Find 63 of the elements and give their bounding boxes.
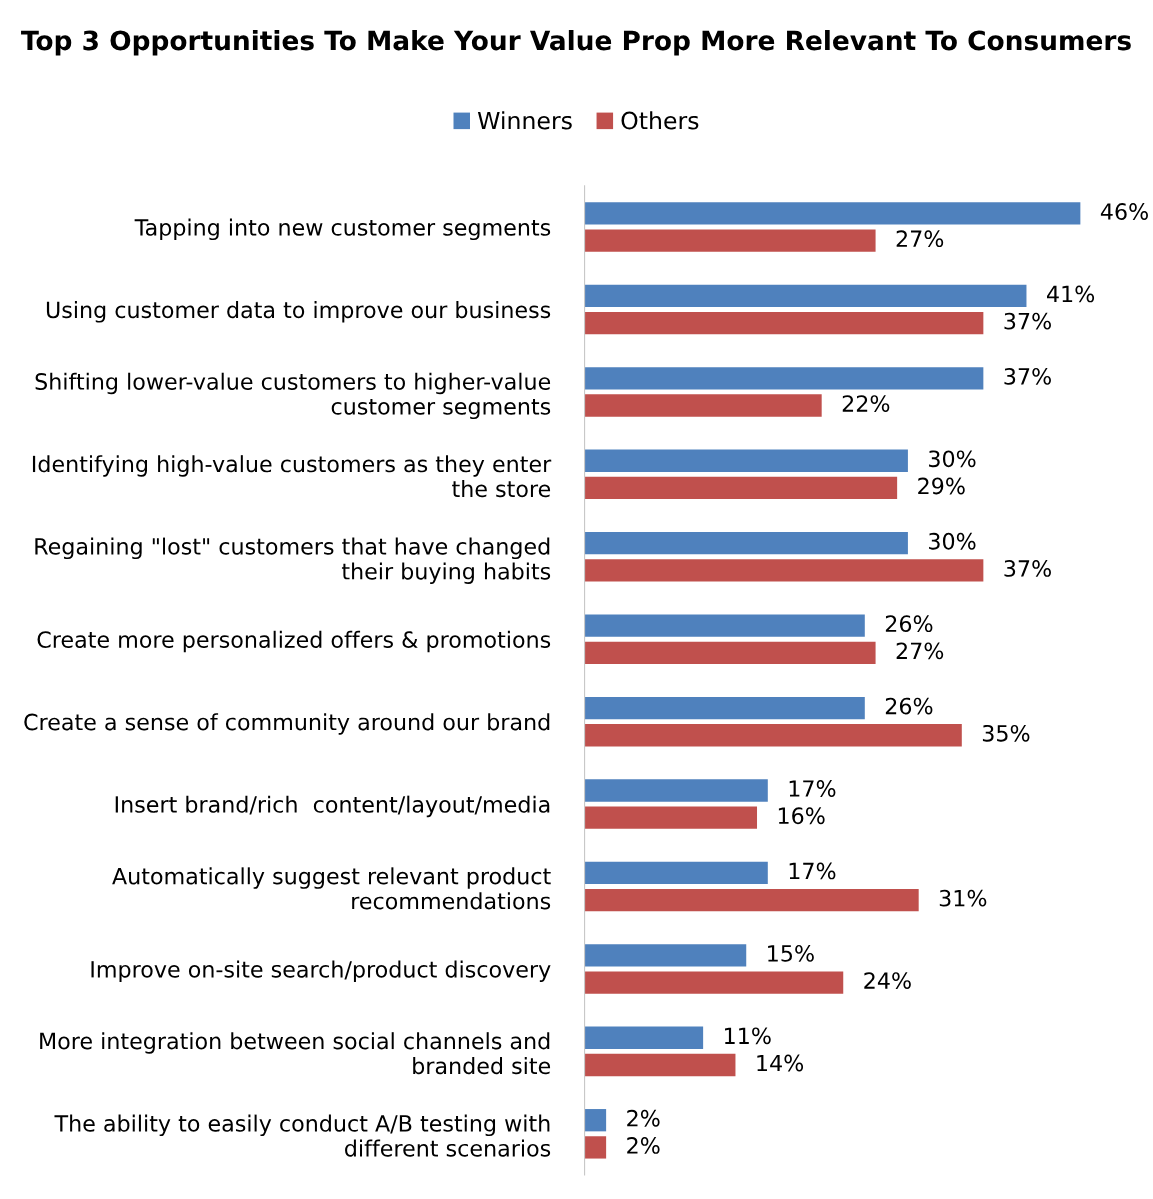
bar <box>584 367 984 390</box>
bar <box>584 641 876 664</box>
y-tick-label: Automatically suggest relevant product recommendations <box>112 867 551 910</box>
data-label: 16% <box>778 807 825 825</box>
y-tick-label: Shifting lower-value customers to higher-value customer segments <box>35 372 551 420</box>
data-label: 37% <box>1004 560 1051 577</box>
data-label: 41% <box>1047 285 1095 303</box>
data-label: 30% <box>929 532 976 550</box>
bar <box>584 1053 736 1077</box>
data-label: 15% <box>768 944 814 962</box>
bar <box>584 1026 704 1049</box>
y-tick-label: Tapping into new customer segments <box>134 218 551 241</box>
data-label: 2% <box>627 1137 660 1154</box>
bar <box>584 806 758 829</box>
bar <box>584 971 844 994</box>
data-label: 37% <box>1004 312 1051 330</box>
data-label: 14% <box>757 1054 804 1072</box>
data-label: 2% <box>627 1109 660 1127</box>
bar <box>584 724 962 747</box>
bar <box>584 1109 607 1132</box>
data-label: 24% <box>864 972 911 989</box>
data-label: 35% <box>982 724 1030 742</box>
bar <box>584 229 876 252</box>
y-tick-label: Using customer data to improve our business <box>46 301 551 323</box>
bar <box>584 696 865 720</box>
bar <box>584 944 747 967</box>
bar <box>584 532 908 555</box>
bar <box>584 888 919 912</box>
bar <box>584 284 1027 308</box>
bar <box>584 311 984 335</box>
y-tick-label: Improve on-site search/product discovery <box>91 960 551 983</box>
data-label: 26% <box>885 697 933 715</box>
legend-label: Winners <box>477 111 572 130</box>
data-label: 27% <box>896 642 944 660</box>
y-tick-label: Identifying high-value customers as they enter the store <box>32 455 552 498</box>
data-label: 17% <box>789 862 836 880</box>
data-label: 30% <box>929 450 976 468</box>
data-label: 46% <box>1100 203 1148 220</box>
data-label: 17% <box>789 780 836 797</box>
data-label: 37% <box>1004 367 1051 385</box>
data-label: 29% <box>918 477 965 495</box>
y-tick-label: Regaining "lost" customers that have changed their buying habits <box>35 537 551 584</box>
bar <box>584 559 984 582</box>
bar <box>584 476 898 500</box>
y-tick-label: Insert brand/rich content/layout/media <box>115 795 550 818</box>
data-label: 31% <box>939 889 987 907</box>
data-label: 26% <box>885 615 933 633</box>
data-label: 22% <box>842 395 890 412</box>
bar <box>584 1136 607 1159</box>
bar <box>584 779 768 802</box>
data-label: 11% <box>725 1027 771 1045</box>
y-tick-label: Create a sense of community around our brand <box>24 713 550 735</box>
data-label: 27% <box>896 230 944 248</box>
bar <box>584 861 768 885</box>
bar <box>584 614 865 637</box>
bar <box>584 394 822 417</box>
bar <box>584 202 1081 225</box>
y-tick-label: Create more personalized offers & promotions <box>37 630 551 653</box>
y-tick-label: More integration between social channels and branded site <box>40 1032 551 1075</box>
bar <box>584 449 908 472</box>
chart-title: Top 3 Opportunities To Make Your Value Prop More Relevant To Consumers <box>21 29 1131 56</box>
legend-label: Others <box>621 111 699 130</box>
y-tick-label: The ability to easily conduct A/B testing with different scenarios <box>54 1114 551 1157</box>
